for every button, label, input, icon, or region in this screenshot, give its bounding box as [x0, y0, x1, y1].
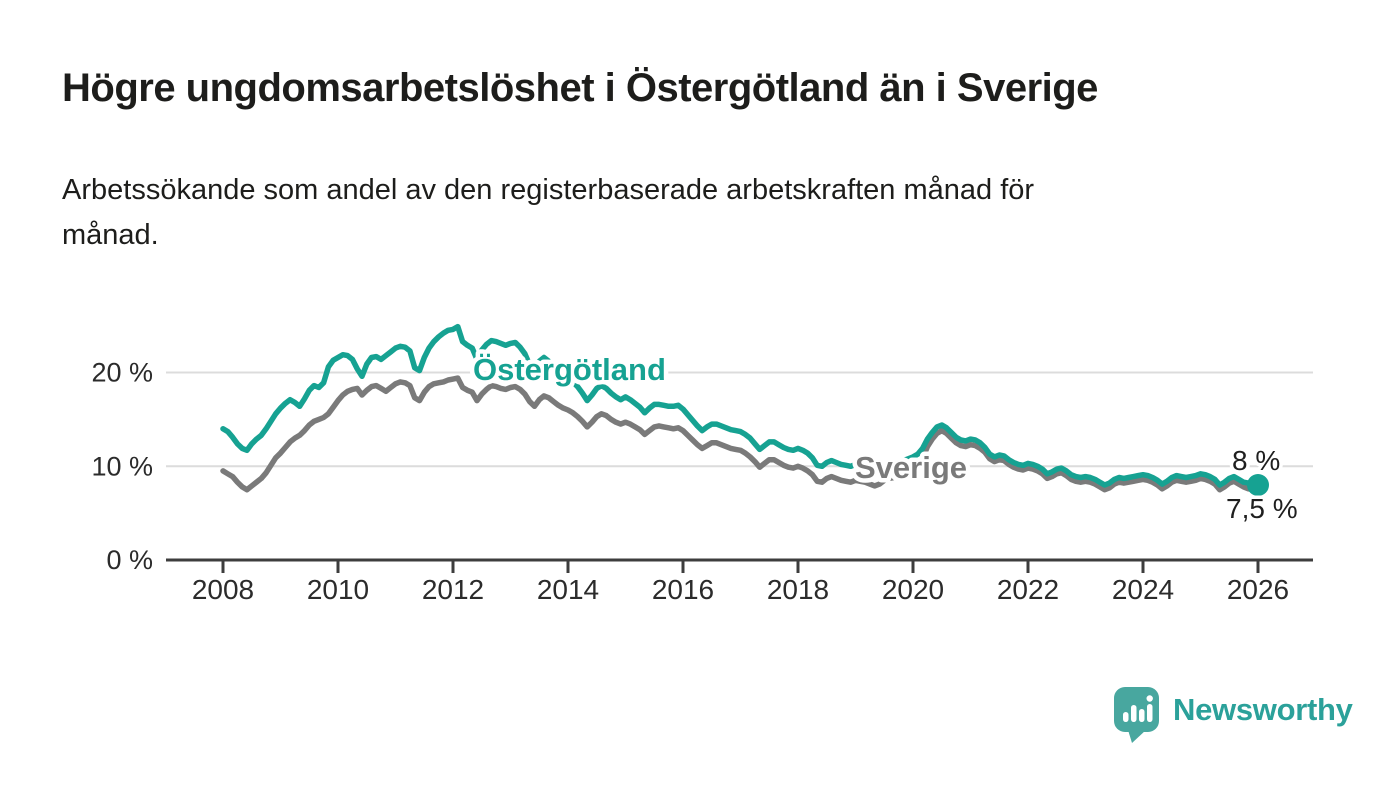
x-tick-label: 2018: [767, 574, 829, 605]
subtitle-line-1: Arbetssökande som andel av den registerb…: [62, 174, 1035, 206]
subtitle-line-2: månad.: [62, 219, 159, 251]
logo-exclamation-dot: [1146, 695, 1153, 702]
series-lines: [220, 323, 1261, 493]
x-tick-label: 2012: [422, 574, 484, 605]
y-axis-labels: 20 % 10 % 0 %: [91, 358, 153, 576]
y-tick-label: 0 %: [106, 545, 153, 575]
x-tick-label: 2016: [652, 574, 714, 605]
x-axis: 2008 2010 2012 2014 2016 2018 2020 2022 2024 2026: [192, 560, 1289, 605]
logo-exclamation-bar: [1147, 704, 1153, 722]
bar-chart-speech-bubble-icon: [1114, 687, 1159, 743]
x-tick-label: 2024: [1112, 574, 1174, 605]
x-tick-label: 2010: [307, 574, 369, 605]
logo-bar-2: [1131, 705, 1137, 722]
logo-bar-1: [1123, 712, 1129, 722]
page-subtitle: Arbetssökande som andel av den registerb…: [62, 168, 1034, 258]
x-tick-label: 2008: [192, 574, 254, 605]
series-end-dot: [1247, 474, 1269, 496]
x-tick-label: 2026: [1227, 574, 1289, 605]
series-line-sverige: [220, 375, 1261, 493]
series-label-ostergotland: Östergötland: [473, 352, 666, 387]
x-tick-label: 2014: [537, 574, 599, 605]
end-value-label-ostergotland: 8 %: [1232, 445, 1280, 476]
logo-bar-3: [1139, 709, 1145, 722]
y-tick-label: 20 %: [91, 358, 153, 388]
brand-name: Newsworthy: [1173, 692, 1353, 727]
y-tick-label: 10 %: [91, 451, 153, 481]
x-tick-label: 2022: [997, 574, 1059, 605]
end-value-label-sverige: 7,5 %: [1226, 493, 1298, 524]
series-line-stergtland: [220, 323, 1261, 488]
series-label-sverige: Sverige: [855, 450, 967, 485]
page-title-text: Högre ungdomsarbetslöshet i Östergötland…: [62, 66, 1098, 110]
page-title: Högre ungdomsarbetslöshet i Östergötland…: [62, 66, 1098, 111]
x-tick-label: 2020: [882, 574, 944, 605]
newsworthy-logo: Newsworthy: [1113, 686, 1353, 744]
